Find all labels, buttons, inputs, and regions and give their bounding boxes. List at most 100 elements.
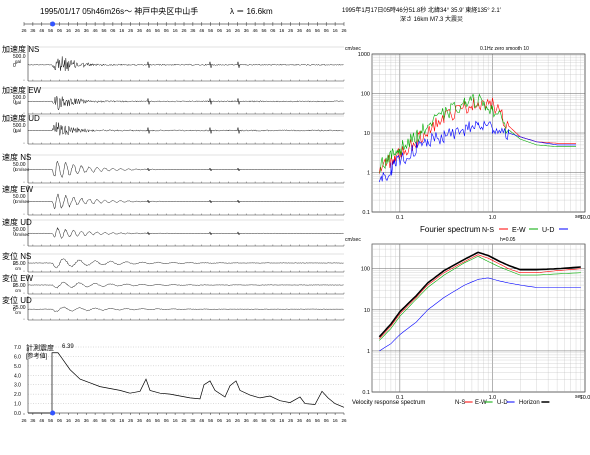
fourier-xunit: sec bbox=[575, 214, 583, 220]
trace-scale: 50.00 bbox=[13, 194, 26, 200]
intensity-xtick-label: 56 bbox=[48, 418, 54, 423]
aftershock-spike bbox=[236, 231, 241, 236]
chart-ytick-label: 0.1 bbox=[362, 390, 370, 396]
timeline-top-tick-label: 36 bbox=[244, 28, 250, 33]
intensity-plot: 計測震度 [参考値] 6.39 7.06.05.04.03.02.01.00.0… bbox=[14, 343, 347, 423]
trace-label: 加速度 EW bbox=[2, 85, 42, 95]
trace-unit: cm bbox=[15, 310, 21, 315]
intensity-xtick-label: 26 bbox=[181, 418, 187, 423]
response-legend-title: Velocity response spectrum bbox=[352, 400, 425, 406]
timeline-top-tick-label: 16 bbox=[279, 28, 285, 33]
intensity-xtick-label: 46 bbox=[146, 418, 152, 423]
intensity-xtick-label: 36 bbox=[30, 418, 36, 423]
intensity-xtick-label: 26 bbox=[288, 418, 294, 423]
chart-ytick-label: 100 bbox=[361, 92, 370, 98]
aftershock-spike bbox=[208, 61, 213, 68]
intensity-xtick-label: 16 bbox=[279, 418, 285, 423]
timeline-top-tick-label: 26 bbox=[341, 28, 347, 33]
timeline-marker bbox=[50, 21, 56, 27]
trace-scale: 500.0 bbox=[13, 54, 26, 60]
aftershock-spike bbox=[208, 98, 213, 105]
waveform-line bbox=[27, 95, 344, 111]
intensity-xtick-label: 56 bbox=[208, 418, 214, 423]
waveform-line bbox=[27, 226, 344, 239]
timeline-top-tick-label: 46 bbox=[199, 28, 205, 33]
header-right-line1: 1995年1月17日05時46分51.8秒 北緯34° 35.9′ 東経135°… bbox=[342, 6, 502, 14]
intensity-xtick-label: 36 bbox=[297, 418, 303, 423]
timeline-top-tick-label: 36 bbox=[30, 28, 36, 33]
intensity-xtick-label: 46 bbox=[306, 418, 312, 423]
timeline-top-tick-label: 16 bbox=[333, 28, 339, 33]
timeline-top-tick-label: 36 bbox=[84, 28, 90, 33]
trace-scale: 500.0 bbox=[13, 123, 26, 129]
intensity-xtick-label: 46 bbox=[199, 418, 205, 423]
aftershock-spike bbox=[146, 98, 151, 105]
timeline-top-tick-label: 56 bbox=[48, 28, 54, 33]
intensity-xtick-label: 36 bbox=[190, 418, 196, 423]
intensity-marker bbox=[50, 410, 56, 416]
chart-ytick-label: 0.1 bbox=[362, 210, 370, 216]
timeline-top-tick-label: 16 bbox=[173, 28, 179, 33]
intensity-xtick-label: 26 bbox=[21, 418, 27, 423]
timeline-top-tick-label: 56 bbox=[208, 28, 214, 33]
aftershock-spike bbox=[146, 127, 151, 134]
trace-zero: 0 bbox=[13, 99, 16, 105]
trace-zero: 0 bbox=[13, 168, 16, 174]
intensity-xtick-label: 06 bbox=[57, 418, 63, 423]
chart-xtick-label: 10.0 bbox=[580, 215, 590, 221]
trace-label: 変位 NS bbox=[2, 251, 31, 261]
chart-xtick-label: 0.1 bbox=[396, 215, 404, 221]
chart-ytick-label: 1 bbox=[367, 349, 370, 355]
trace-unit: cm bbox=[15, 266, 21, 271]
intensity-xtick-label: 06 bbox=[324, 418, 330, 423]
intensity-ytick-label: 7.0 bbox=[14, 345, 21, 351]
aftershock-spike bbox=[208, 127, 213, 134]
chart-ytick-label: 10 bbox=[364, 308, 370, 314]
timeline-top-tick-label: 56 bbox=[101, 28, 107, 33]
aftershock-spike bbox=[146, 61, 151, 68]
timeline-top-tick-label: 46 bbox=[39, 28, 45, 33]
response-top-left: cm/sec bbox=[345, 237, 361, 243]
chart-ytick-label: 1 bbox=[367, 171, 370, 177]
timeline-top-tick-label: 26 bbox=[235, 28, 241, 33]
timeline-top-tick-label: 06 bbox=[324, 28, 330, 33]
aftershock-spike bbox=[236, 98, 241, 105]
intensity-xtick-label: 16 bbox=[66, 418, 72, 423]
waveform-line bbox=[27, 258, 344, 269]
intensity-ytick-label: 0.0 bbox=[14, 411, 21, 417]
intensity-xtick-label: 06 bbox=[270, 418, 276, 423]
trace-unit: cm/sec bbox=[15, 167, 30, 172]
aftershock-spike bbox=[236, 167, 241, 172]
intensity-xtick-label: 56 bbox=[101, 418, 107, 423]
chart-xtick-label: 10.0 bbox=[580, 395, 590, 401]
timeline-top-tick-label: 26 bbox=[288, 28, 294, 33]
trace-zero: 0 bbox=[13, 129, 16, 135]
timeline-top-tick-label: 26 bbox=[75, 28, 81, 33]
chart-ytick-label: 100 bbox=[361, 267, 370, 273]
header-lambda: λ ＝ 16.6km bbox=[230, 7, 273, 16]
header-left: 1995/01/17 05h46m26s〜 神戸中央区中山手 bbox=[40, 6, 198, 16]
trace-unit: gal bbox=[15, 59, 21, 64]
timeline-top-tick-label: 36 bbox=[190, 28, 196, 33]
trace-zero: 0 bbox=[13, 231, 16, 237]
chart-ytick-label: 1000 bbox=[358, 52, 370, 58]
trace-zero: 0 bbox=[13, 200, 16, 206]
aftershock-spike bbox=[208, 199, 213, 204]
intensity-xtick-label: 06 bbox=[217, 418, 223, 423]
fourier-top-left: cm/sec bbox=[345, 46, 361, 52]
timeline-top-tick-label: 16 bbox=[226, 28, 232, 33]
timeline-top-tick-label: 46 bbox=[253, 28, 259, 33]
waveform-line bbox=[27, 122, 344, 136]
timeline-top-tick-label: 36 bbox=[137, 28, 143, 33]
trace-scale: 50.00 bbox=[13, 162, 26, 168]
series-u-d bbox=[379, 120, 576, 183]
intensity-ytick-label: 6.0 bbox=[14, 354, 21, 360]
intensity-xtick-label: 56 bbox=[155, 418, 161, 423]
trace-scale: 25.00 bbox=[13, 261, 26, 267]
fourier-legend-title: Fourier spectrum bbox=[420, 225, 481, 234]
trace-zero: 0 bbox=[13, 63, 16, 69]
response-legend-entry: N-S bbox=[455, 400, 465, 406]
timeline-top-tick-label: 46 bbox=[306, 28, 312, 33]
trace-zero: 0 bbox=[13, 307, 16, 313]
